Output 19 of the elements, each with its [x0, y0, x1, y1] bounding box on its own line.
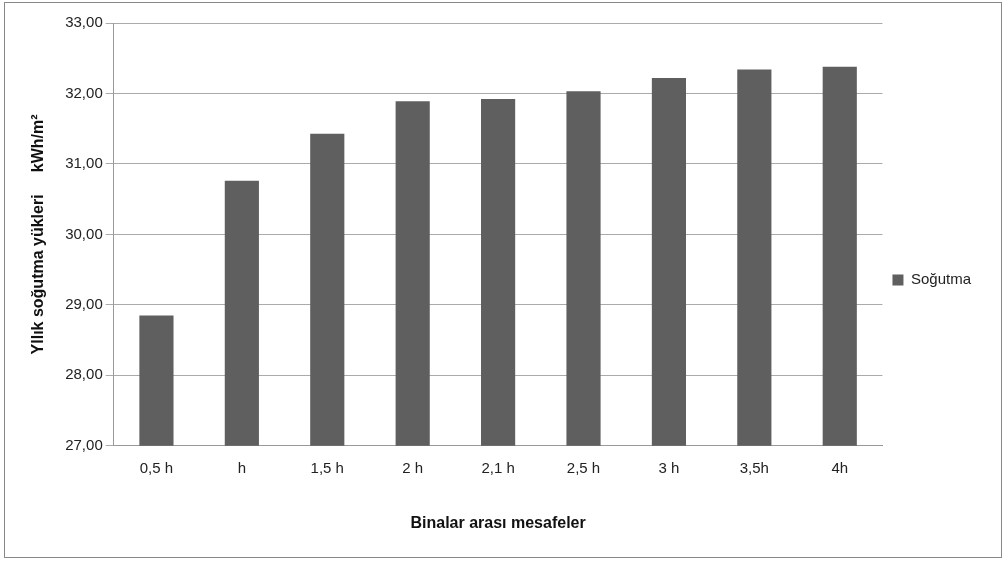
x-tick-label: 3 h — [658, 458, 680, 476]
x-tick-label: 2 h — [402, 458, 424, 476]
x-tick-label: 2,1 h — [481, 458, 515, 476]
y-axis-title: Yllık soğutma yükleri kWh/m² — [29, 114, 47, 355]
x-tick-label: 2,5 h — [566, 458, 601, 476]
x-tick-label: 0,5 h — [139, 458, 174, 476]
y-tick-label: 30,00 — [65, 224, 103, 242]
x-axis-title: Binalar arası mesafeler — [410, 513, 586, 531]
x-tick-label: h — [237, 458, 247, 476]
x-tick-label: 3,5h — [739, 458, 769, 476]
x-tick-label: 1,5 h — [310, 458, 344, 476]
y-tick-label: 32,00 — [65, 83, 103, 101]
y-tick-label: 33,00 — [65, 13, 103, 31]
y-tick-label: 28,00 — [65, 365, 103, 383]
y-tick-label: 29,00 — [65, 295, 103, 313]
y-tick-label: 27,00 — [65, 435, 103, 453]
y-tick-label: 31,00 — [65, 154, 103, 172]
x-tick-label: 4h — [831, 458, 849, 476]
legend-label: Soğutma — [910, 270, 972, 288]
